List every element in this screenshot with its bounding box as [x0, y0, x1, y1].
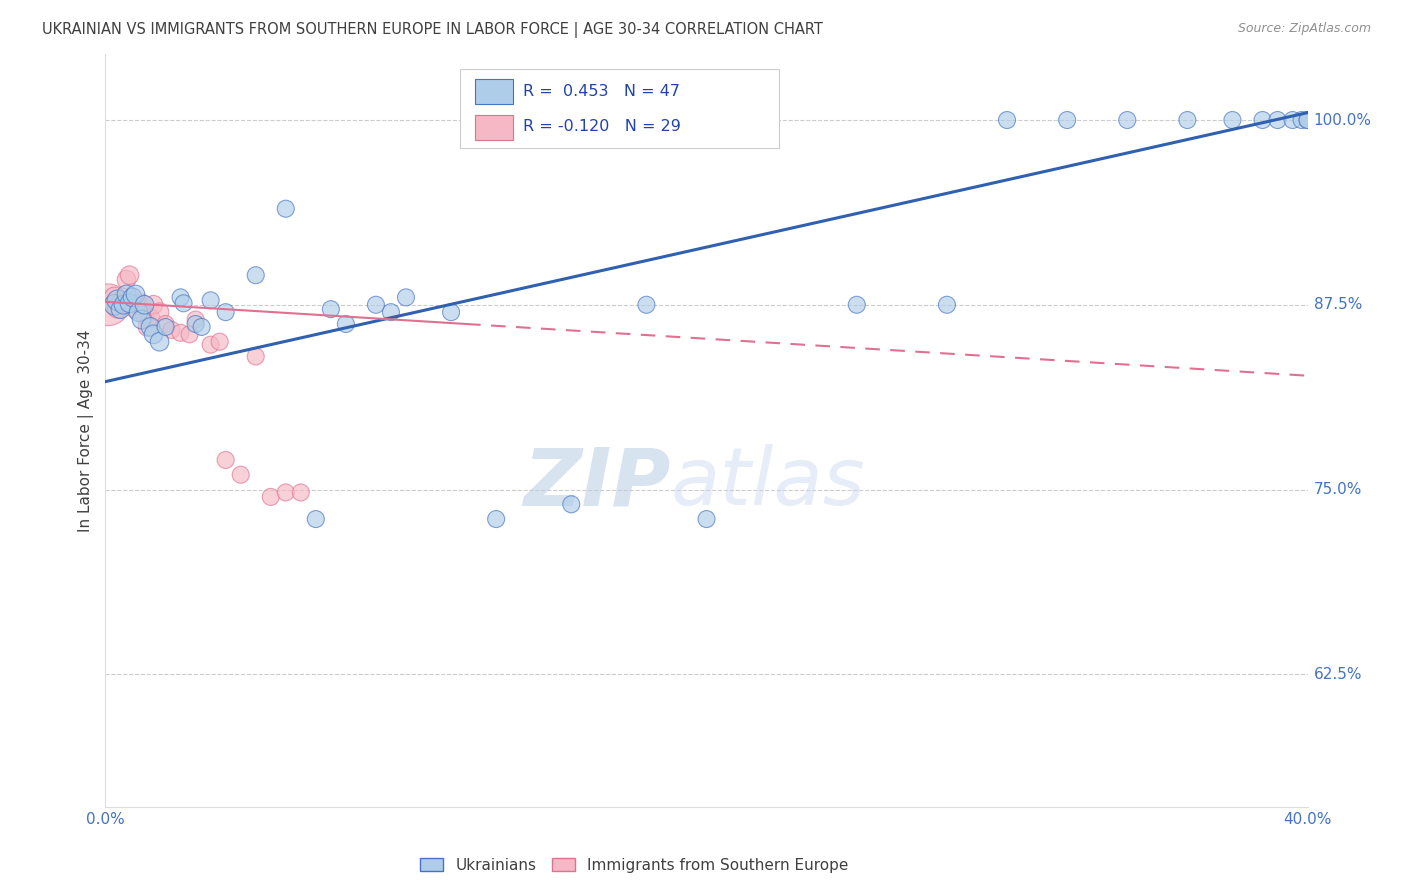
Point — [155, 320, 177, 334]
Point — [121, 290, 143, 304]
Point — [440, 305, 463, 319]
Point — [148, 334, 170, 349]
FancyBboxPatch shape — [474, 115, 513, 140]
Text: 100.0%: 100.0% — [1313, 112, 1372, 128]
Point — [179, 327, 201, 342]
Point — [169, 326, 191, 340]
Point — [560, 497, 582, 511]
Point — [995, 113, 1018, 128]
Point — [134, 298, 156, 312]
FancyBboxPatch shape — [474, 79, 513, 104]
Point — [112, 298, 135, 312]
Point — [128, 298, 150, 312]
Point — [184, 317, 207, 331]
Point — [155, 317, 177, 331]
Point — [636, 298, 658, 312]
Point — [148, 305, 170, 319]
Point — [696, 512, 718, 526]
Point — [305, 512, 328, 526]
Point — [184, 312, 207, 326]
Point — [131, 312, 153, 326]
Point — [118, 296, 141, 310]
Point — [290, 485, 312, 500]
Point — [103, 298, 125, 312]
Point — [200, 337, 222, 351]
Point — [139, 311, 162, 326]
Point — [112, 296, 135, 310]
Point — [124, 302, 146, 317]
Point — [110, 302, 132, 317]
Point — [245, 350, 267, 364]
Point — [1222, 113, 1244, 128]
Point — [1116, 113, 1139, 128]
Point — [107, 293, 129, 308]
Point — [274, 485, 297, 500]
Point — [214, 453, 236, 467]
Text: 62.5%: 62.5% — [1313, 666, 1362, 681]
Point — [380, 305, 402, 319]
Point — [1175, 113, 1198, 128]
Point — [97, 298, 120, 312]
Point — [245, 268, 267, 283]
Point — [131, 296, 153, 310]
Point — [1291, 113, 1313, 128]
Point — [1267, 113, 1289, 128]
Point — [208, 334, 231, 349]
Point — [110, 296, 132, 310]
Point — [115, 287, 138, 301]
Point — [1296, 113, 1319, 128]
Point — [173, 296, 195, 310]
Point — [139, 320, 162, 334]
Point — [214, 305, 236, 319]
Text: R = -0.120   N = 29: R = -0.120 N = 29 — [523, 120, 681, 134]
Point — [169, 290, 191, 304]
Point — [936, 298, 959, 312]
Point — [260, 490, 283, 504]
Point — [115, 273, 138, 287]
Point — [190, 320, 212, 334]
Point — [134, 308, 156, 322]
Point — [128, 305, 150, 319]
Point — [364, 298, 387, 312]
Text: R =  0.453   N = 47: R = 0.453 N = 47 — [523, 84, 679, 99]
Text: atlas: atlas — [671, 444, 865, 522]
Point — [1056, 113, 1078, 128]
Point — [229, 467, 252, 482]
Point — [136, 320, 159, 334]
Point — [124, 287, 146, 301]
Point — [160, 323, 183, 337]
Point — [274, 202, 297, 216]
Point — [200, 293, 222, 308]
Legend: Ukrainians, Immigrants from Southern Europe: Ukrainians, Immigrants from Southern Eur… — [415, 852, 855, 879]
FancyBboxPatch shape — [460, 69, 779, 148]
Point — [1251, 113, 1274, 128]
Point — [121, 290, 143, 304]
Point — [1281, 113, 1303, 128]
Point — [142, 327, 165, 342]
Point — [103, 290, 125, 304]
Y-axis label: In Labor Force | Age 30-34: In Labor Force | Age 30-34 — [79, 329, 94, 532]
Text: ZIP: ZIP — [523, 444, 671, 522]
Text: 75.0%: 75.0% — [1313, 482, 1362, 497]
Point — [142, 298, 165, 312]
Point — [1296, 113, 1319, 128]
Point — [319, 302, 342, 317]
Point — [118, 268, 141, 283]
Point — [845, 298, 868, 312]
Point — [335, 317, 357, 331]
Point — [485, 512, 508, 526]
Point — [107, 301, 129, 315]
Text: UKRAINIAN VS IMMIGRANTS FROM SOUTHERN EUROPE IN LABOR FORCE | AGE 30-34 CORRELAT: UKRAINIAN VS IMMIGRANTS FROM SOUTHERN EU… — [42, 22, 823, 38]
Text: 87.5%: 87.5% — [1313, 297, 1362, 312]
Point — [395, 290, 418, 304]
Text: Source: ZipAtlas.com: Source: ZipAtlas.com — [1237, 22, 1371, 36]
